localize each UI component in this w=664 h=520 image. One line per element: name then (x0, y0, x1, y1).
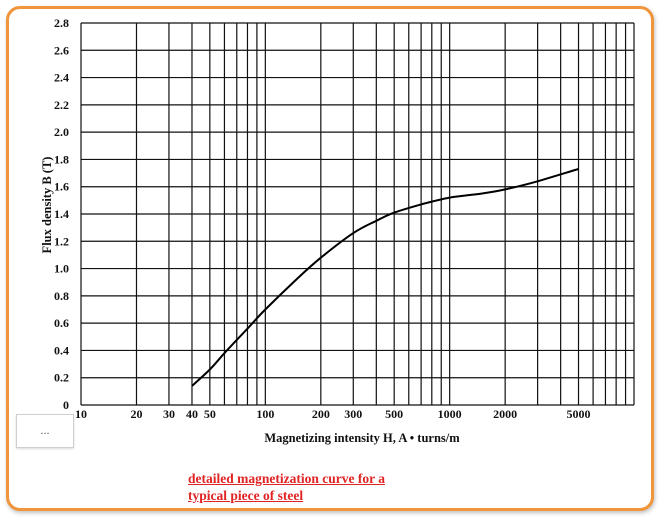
x-tick-label: 40 (186, 407, 198, 421)
y-tick-label: 2.2 (54, 98, 69, 112)
x-tick-label: 200 (312, 407, 330, 421)
y-tick-label: 2.8 (54, 16, 69, 30)
y-tick-label: 2.6 (54, 43, 69, 57)
card-frame (6, 6, 654, 511)
x-axis-title: Magnetizing intensity H, A • turns/m (264, 431, 460, 445)
y-tick-label: 1.0 (54, 262, 69, 276)
more-button[interactable]: ... (16, 414, 74, 448)
y-tick-label: 0.8 (54, 289, 69, 303)
y-tick-label: 2.0 (54, 125, 69, 139)
y-tick-label: 1.8 (54, 152, 69, 166)
caption-line-1: detailed magnetization curve for a (188, 471, 385, 486)
y-axis-title: Flux density B (T) (40, 157, 54, 254)
x-tick-label: 500 (385, 407, 403, 421)
x-tick-label: 1000 (438, 407, 462, 421)
grid (80, 22, 635, 406)
x-tick-label: 100 (256, 407, 274, 421)
magnetization-curve (191, 168, 579, 387)
x-tick-label: 30 (163, 407, 175, 421)
x-tick-label: 10 (75, 407, 87, 421)
x-tick-label: 20 (130, 407, 142, 421)
y-tick-label: 2.4 (54, 71, 69, 85)
y-tick-label: 0.2 (54, 371, 69, 385)
y-tick-label: 1.4 (54, 207, 69, 221)
y-tick-label: 0.6 (54, 316, 69, 330)
x-tick-label: 5000 (567, 407, 591, 421)
x-tick-label: 2000 (493, 407, 517, 421)
x-tick-label: 300 (344, 407, 362, 421)
y-tick-label: 1.2 (54, 234, 69, 248)
tick-labels: 0 0.2 0.4 0.6 0.8 1.0 1.2 1.4 1.6 1.8 2.0 2.2 2.4 2.6… (54, 16, 591, 421)
curve-layer (191, 168, 579, 387)
y-tick-label: 0.4 (54, 343, 69, 357)
caption-line-2: typical piece of steel (188, 488, 304, 503)
x-tick-label: 50 (204, 407, 216, 421)
y-tick-label: 1.6 (54, 180, 69, 194)
y-tick-label: 0 (63, 398, 69, 412)
figure-caption: detailed magnetization curve for a typic… (188, 470, 448, 504)
